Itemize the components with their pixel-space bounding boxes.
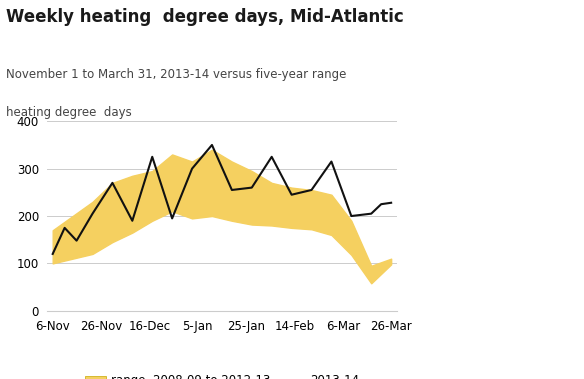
Legend: range, 2008-09 to 2012-13, 2013-14: range, 2008-09 to 2012-13, 2013-14 — [80, 370, 364, 379]
Text: Weekly heating  degree days, Mid-Atlantic: Weekly heating degree days, Mid-Atlantic — [6, 8, 404, 25]
Text: November 1 to March 31, 2013-14 versus five-year range: November 1 to March 31, 2013-14 versus f… — [6, 68, 346, 81]
Text: heating degree  days: heating degree days — [6, 106, 131, 119]
